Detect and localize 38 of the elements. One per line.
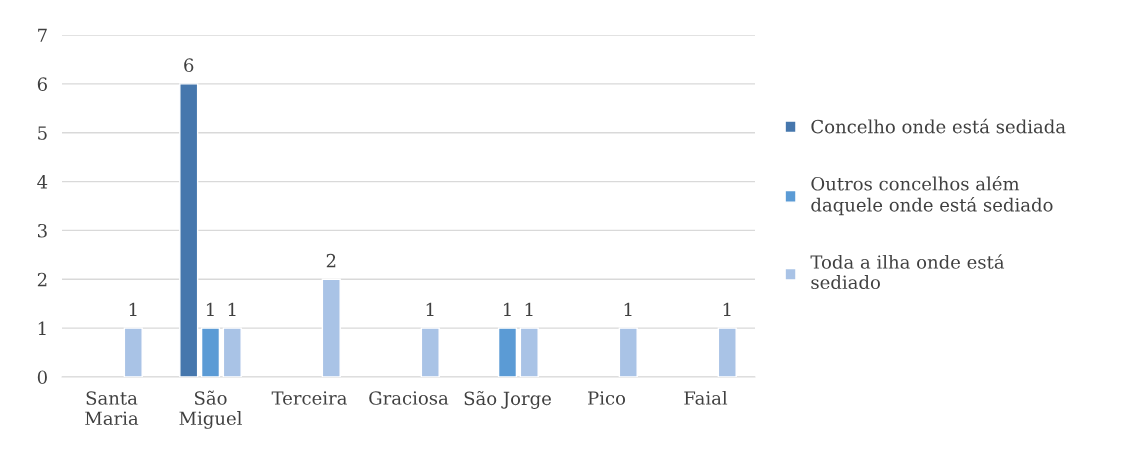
bar [321, 278, 341, 377]
bar [123, 327, 143, 377]
data-label: 1 [129, 302, 137, 317]
x-tick-label: Graciosa [369, 391, 449, 405]
legend-label: Outros concelhos além daquele onde está sediado [811, 175, 1053, 216]
bar [497, 327, 518, 377]
y-tick-label: 1 [38, 321, 46, 335]
x-tick-label: Santa Maria [85, 391, 139, 426]
x-tick-label: São Miguel [179, 390, 242, 429]
x-tick-label: Pico [588, 391, 626, 405]
y-tick-label: 3 [38, 223, 47, 238]
data-label: 1 [723, 302, 731, 317]
y-tick-label: 2 [37, 272, 47, 287]
x-tick-label: Terceira [271, 391, 347, 405]
data-label: 1 [228, 302, 236, 317]
bar [618, 327, 638, 377]
legend-label: Toda a ilha onde está sediado [810, 254, 1005, 290]
data-label: 1 [503, 302, 511, 317]
data-label: 6 [184, 58, 194, 73]
y-tick-label: 7 [38, 28, 47, 42]
y-tick-label: 4 [37, 175, 48, 189]
data-label: 1 [525, 302, 533, 317]
bar [519, 327, 539, 377]
x-tick-label: Faial [684, 390, 728, 405]
data-label: 1 [206, 302, 214, 317]
data-label: 1 [624, 302, 632, 317]
bar [179, 83, 199, 377]
legend-label: Concelho onde está sediada [811, 118, 1066, 134]
x-tick-label: São Jorge [464, 390, 551, 409]
bar [717, 327, 737, 377]
bar [420, 327, 440, 377]
bar [222, 327, 242, 377]
y-tick-label: 0 [37, 370, 47, 385]
bar [200, 327, 221, 377]
y-tick-label: 6 [37, 77, 47, 91]
data-label: 2 [326, 253, 336, 268]
data-label: 1 [426, 302, 434, 317]
y-tick-label: 5 [38, 126, 47, 140]
